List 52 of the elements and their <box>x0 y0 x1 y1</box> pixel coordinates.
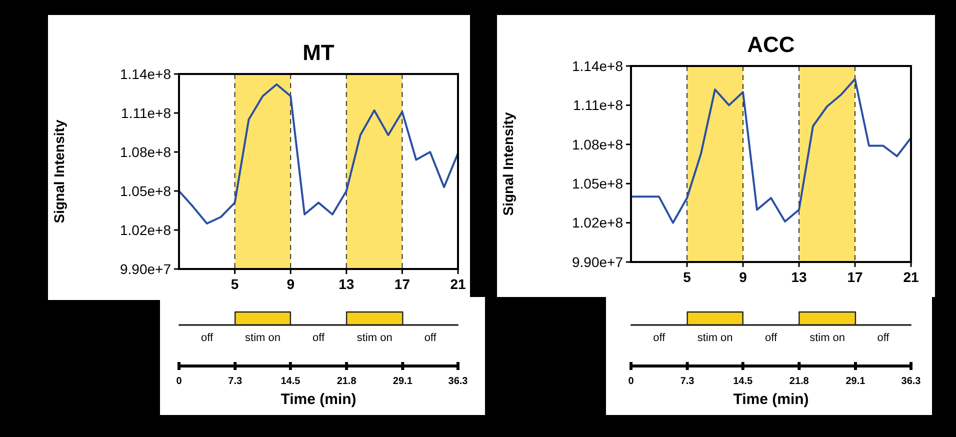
y-axis-title: Signal Intensity <box>51 120 67 224</box>
x-tick-label: 7.3 <box>680 376 695 387</box>
x-tick-label: 7.3 <box>228 376 242 387</box>
y-tick-label: 1.14e+8 <box>120 66 172 82</box>
text: stim on <box>356 332 392 344</box>
x-tick-label: 14.5 <box>280 376 301 387</box>
x-tick-label: 0 <box>628 376 634 387</box>
y-tick-label: 1.02e+8 <box>120 222 172 238</box>
text: off <box>424 332 438 344</box>
text: off <box>201 332 214 344</box>
x-tick-label: 21.8 <box>336 376 357 387</box>
y-tick-label: 9.90e+7 <box>120 260 172 277</box>
x-tick-label: 9 <box>739 269 748 285</box>
text: off <box>877 332 890 344</box>
line-series <box>630 78 912 224</box>
y-tick-label: 1.05e+8 <box>120 182 172 199</box>
x-tick-label: 5 <box>683 269 692 285</box>
y-tick-label: 1.08e+8 <box>572 136 624 152</box>
text: stim on <box>810 332 846 344</box>
x-axis-title: Time (min) <box>733 391 809 408</box>
x-tick-label: 36.3 <box>901 376 922 387</box>
x-tick-label: 21.8 <box>789 376 810 387</box>
y-tick-label: 1.02e+8 <box>572 214 624 231</box>
x-tick-label: 29.1 <box>846 376 866 387</box>
x-tick-label: 17 <box>847 269 863 285</box>
text: stim on <box>697 332 733 344</box>
text: stim on <box>245 332 281 344</box>
x-tick-label: 36.3 <box>448 376 468 387</box>
text: off <box>653 332 666 344</box>
x-tick-label: 13 <box>791 269 807 285</box>
y-tick-label: 9.90e+7 <box>572 254 624 270</box>
text: off <box>312 332 326 344</box>
x-tick-label: 21 <box>450 276 466 292</box>
x-tick-label: 0 <box>176 376 182 387</box>
line-series <box>178 83 459 224</box>
y-tick-label: 1.05e+8 <box>572 176 624 192</box>
y-tick-label: 1.14e+8 <box>572 58 624 74</box>
y-tick-label: 1.08e+8 <box>120 144 172 160</box>
text: off <box>764 332 778 344</box>
x-tick-label: 13 <box>338 276 354 292</box>
y-axis-title: Signal Intensity <box>500 112 516 216</box>
chart-title: MT <box>302 40 335 65</box>
x-tick-label: 29.1 <box>392 376 413 387</box>
x-tick-label: 17 <box>394 276 410 292</box>
x-tick-label: 9 <box>286 276 295 292</box>
x-tick-label: 5 <box>230 276 239 292</box>
x-tick-label: 14.5 <box>733 376 754 387</box>
x-tick-label: 21 <box>903 269 919 285</box>
y-tick-label: 1.11e+8 <box>573 97 624 114</box>
y-tick-label: 1.11e+8 <box>121 104 172 121</box>
x-axis-title: Time (min) <box>280 391 356 408</box>
chart-title: ACC <box>747 32 795 57</box>
